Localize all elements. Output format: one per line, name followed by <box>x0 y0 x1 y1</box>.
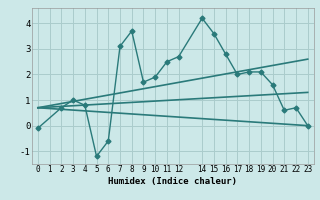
X-axis label: Humidex (Indice chaleur): Humidex (Indice chaleur) <box>108 177 237 186</box>
